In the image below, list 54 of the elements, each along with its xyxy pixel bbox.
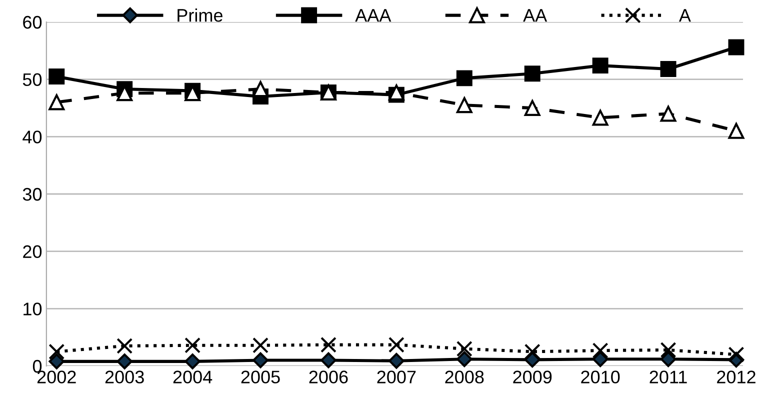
y-tick-label: 30 <box>22 188 42 201</box>
point <box>184 337 201 354</box>
x-tick-label: 2003 <box>105 370 144 384</box>
point <box>592 110 608 126</box>
legend-label: AAA <box>355 9 392 22</box>
y-tick-label: 60 <box>23 16 42 29</box>
y-tick-label: 40 <box>22 130 42 144</box>
point <box>660 106 676 122</box>
x-tick-label: 2006 <box>309 370 348 384</box>
y-tick-label: 0 <box>32 360 42 373</box>
x-tick-label: 2004 <box>173 370 212 384</box>
point <box>728 39 744 56</box>
point <box>456 340 472 357</box>
point <box>320 352 336 368</box>
point <box>116 353 133 370</box>
x-tick-label: 2011 <box>650 370 687 384</box>
point <box>524 66 540 82</box>
point <box>456 97 472 114</box>
point <box>456 70 472 86</box>
point <box>524 100 540 116</box>
y-tick-label: 50 <box>22 73 42 86</box>
legend-label: Prime <box>178 8 222 22</box>
point <box>660 342 676 358</box>
point <box>728 122 744 139</box>
point <box>116 338 133 354</box>
legend-label: A <box>678 9 691 22</box>
point <box>592 342 608 359</box>
point <box>660 351 676 368</box>
x-tick-label: 2005 <box>241 370 280 384</box>
x-tick-label: 2012 <box>717 370 756 384</box>
x-tick-label: 2007 <box>377 370 416 384</box>
point <box>388 336 404 353</box>
x-tick-label: 2009 <box>513 370 552 384</box>
point <box>48 353 65 370</box>
point <box>48 94 65 110</box>
point <box>252 337 269 354</box>
x-tick-label: 2002 <box>37 370 76 384</box>
point <box>48 68 65 84</box>
point <box>48 344 65 360</box>
legend-label: AA <box>523 9 548 22</box>
point <box>320 336 336 353</box>
x-tick-label: 2008 <box>445 370 484 384</box>
point <box>184 353 200 370</box>
y-tick-label: 20 <box>23 245 42 258</box>
point <box>252 352 268 368</box>
y-tick-label: 10 <box>24 302 42 316</box>
point <box>456 351 472 368</box>
point <box>728 346 744 363</box>
point <box>592 58 608 74</box>
point <box>592 351 608 368</box>
point <box>388 352 404 369</box>
point <box>524 344 540 360</box>
x-tick-label: 2010 <box>581 370 620 384</box>
point <box>660 61 676 78</box>
